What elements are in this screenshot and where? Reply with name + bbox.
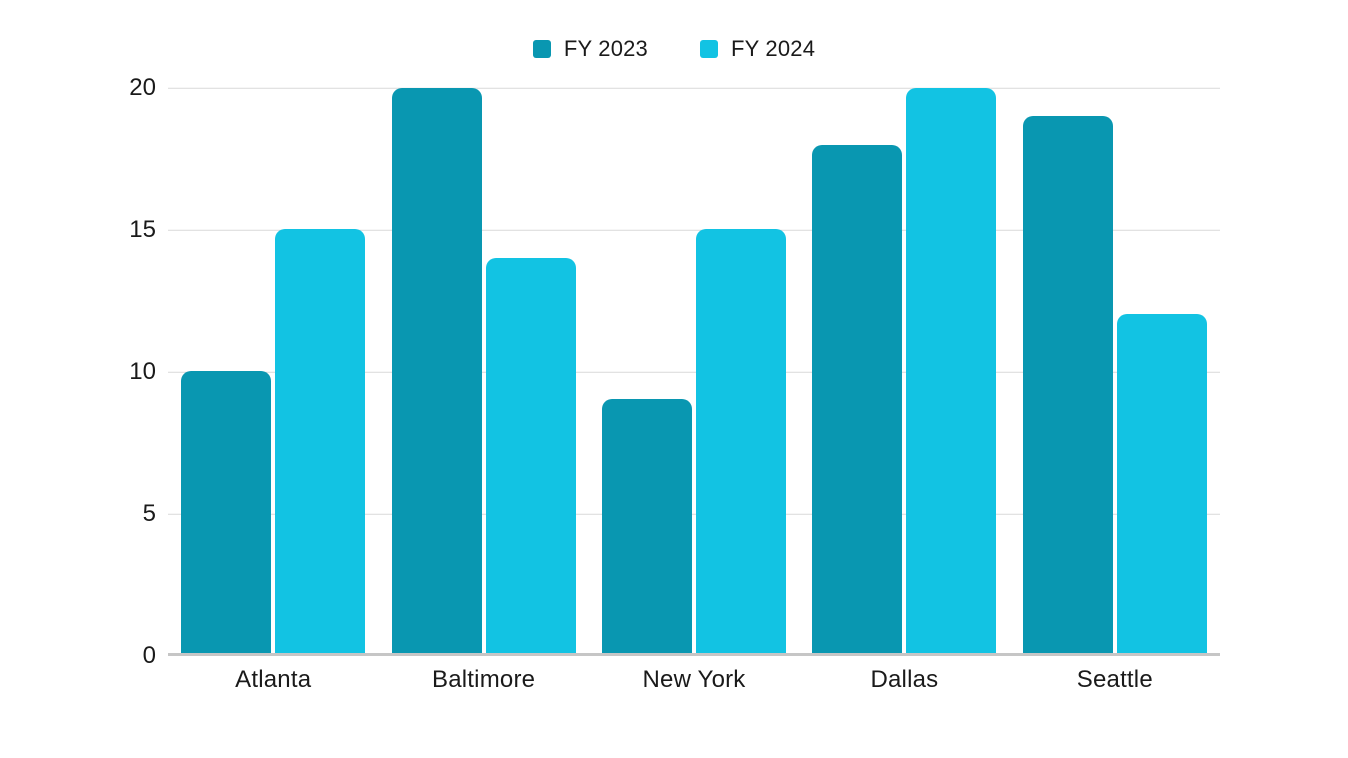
legend-label-fy-2024: FY 2024: [731, 36, 816, 61]
y-tick-label-10: 10: [129, 358, 156, 385]
y-axis: 0 5 10 15 20: [0, 74, 156, 669]
legend-item-fy-2023: FY 2023: [532, 36, 648, 62]
y-tick-label-15: 15: [129, 216, 156, 243]
legend-swatch-fy-2024-icon: [700, 40, 718, 58]
bar-group-dallas: [799, 88, 1009, 653]
x-tick-label-dallas: Dallas: [870, 666, 939, 693]
bar-baltimore-fy-2024: [485, 257, 576, 653]
chart-legend: FY 2023 FY 2024: [0, 36, 1348, 62]
bar-dallas-fy-2023: [812, 144, 903, 653]
bar-atlanta-fy-2024: [275, 229, 366, 653]
gridline-y-20: [168, 87, 1220, 89]
y-tick-label-0: 0: [142, 642, 156, 669]
x-tick-label-atlanta: Atlanta: [235, 666, 312, 693]
x-axis: Atlanta Baltimore New York Dallas Seattle: [168, 666, 1220, 694]
y-tick-label-20: 20: [129, 74, 156, 101]
bar-group-new-york: [589, 88, 799, 653]
x-tick-label-new-york: New York: [642, 666, 746, 693]
gridline-y-5: [168, 513, 1220, 515]
gridline-y-10: [168, 371, 1220, 373]
bar-new-york-fy-2023: [602, 398, 693, 653]
gridline-y-0: [168, 653, 1220, 656]
plot-area: [168, 87, 1220, 656]
bar-group-atlanta: [168, 88, 378, 653]
bar-group-seattle: [1010, 88, 1220, 653]
gridline-y-15: [168, 229, 1220, 231]
y-tick-label-5: 5: [142, 500, 156, 527]
bars-layer: [168, 88, 1220, 653]
x-tick-label-seattle: Seattle: [1076, 666, 1153, 693]
bar-new-york-fy-2024: [696, 229, 787, 653]
bar-baltimore-fy-2023: [391, 88, 482, 653]
legend-swatch-fy-2023-icon: [532, 40, 551, 58]
bar-group-baltimore: [378, 88, 588, 653]
bar-seattle-fy-2024: [1116, 314, 1207, 653]
bar-dallas-fy-2024: [906, 88, 997, 653]
bar-atlanta-fy-2023: [181, 370, 272, 653]
x-tick-label-baltimore: Baltimore: [432, 666, 536, 693]
legend-label-fy-2023: FY 2023: [563, 36, 648, 61]
legend-item-fy-2024: FY 2024: [700, 36, 815, 62]
bar-seattle-fy-2023: [1022, 116, 1113, 653]
